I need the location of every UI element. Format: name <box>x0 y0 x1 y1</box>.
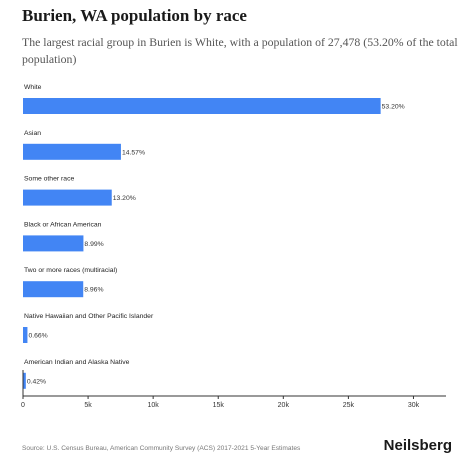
category-label: Two or more races (multiracial) <box>24 267 117 274</box>
x-tick-label: 30k <box>408 402 420 409</box>
chart-title: Burien, WA population by race <box>22 6 247 25</box>
data-label: 0.66% <box>28 333 47 340</box>
category-label: Some other race <box>24 176 74 183</box>
data-label: 13.20% <box>113 195 136 202</box>
bar <box>23 281 84 298</box>
source-note: Source: U.S. Census Bureau, American Com… <box>22 445 301 452</box>
category-label: White <box>24 84 42 91</box>
brand-logo: Neilsberg <box>383 437 452 454</box>
bar <box>23 235 84 252</box>
bar <box>23 143 121 160</box>
bar <box>23 372 26 389</box>
data-label: 53.20% <box>382 104 405 111</box>
bar <box>23 98 381 114</box>
bar <box>23 189 112 206</box>
chart-subtitle: The largest racial group in Burien is Wh… <box>22 35 458 66</box>
x-tick-label: 0 <box>21 402 25 409</box>
category-label: Asian <box>24 130 41 137</box>
category-label: American Indian and Alaska Native <box>24 359 130 366</box>
x-tick-label: 15k <box>213 402 225 409</box>
x-tick-label: 25k <box>343 402 355 409</box>
data-label: 0.42% <box>27 378 46 385</box>
category-label: Native Hawaiian and Other Pacific Island… <box>24 313 154 320</box>
bar <box>23 327 28 343</box>
category-label: Black or African American <box>24 221 102 228</box>
data-label: 14.57% <box>122 149 145 156</box>
x-tick-label: 10k <box>148 402 160 409</box>
x-tick-label: 20k <box>278 402 290 409</box>
x-tick-label: 5k <box>84 402 92 409</box>
data-label: 8.96% <box>84 287 103 294</box>
data-label: 8.99% <box>84 241 103 248</box>
